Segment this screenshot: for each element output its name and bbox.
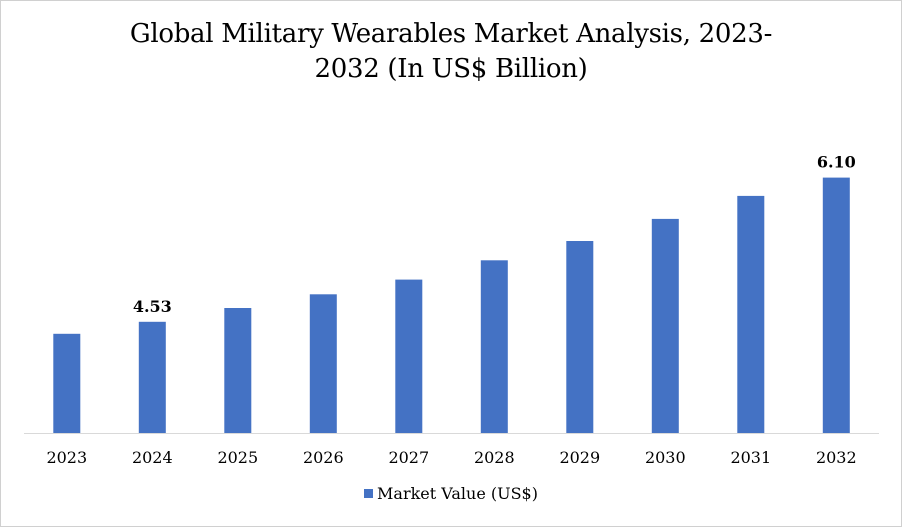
bar-2030 [651, 218, 679, 433]
data-label-2032: 6.10 [817, 153, 856, 172]
bar-2026 [309, 294, 337, 433]
x-tick-label-2032: 2032 [816, 448, 857, 467]
legend-label: Market Value (US$) [377, 484, 538, 503]
bar-2029 [566, 241, 594, 433]
x-tick-label-2029: 2029 [559, 448, 600, 467]
chart-legend: Market Value (US$) [0, 484, 902, 503]
x-tick-label-2027: 2027 [388, 448, 429, 467]
chart-title-line-2: 2032 (In US$ Billion) [314, 54, 588, 84]
x-tick-label-2025: 2025 [217, 448, 258, 467]
x-tick-label-2024: 2024 [132, 448, 173, 467]
bar-2025 [224, 308, 252, 433]
bar-2024 [138, 321, 166, 433]
bar-2028 [480, 260, 508, 433]
chart-title: Global Military Wearables Market Analysi… [0, 17, 902, 87]
x-tick-label-2026: 2026 [303, 448, 344, 467]
legend-swatch [364, 489, 374, 498]
bar-2023 [53, 333, 81, 433]
bar-2027 [395, 279, 423, 433]
bar-2031 [737, 195, 765, 433]
x-tick-label-2023: 2023 [46, 448, 87, 467]
x-tick-label-2030: 2030 [645, 448, 686, 467]
x-tick-label-2028: 2028 [474, 448, 515, 467]
data-label-2024: 4.53 [133, 297, 172, 316]
bar-2032 [822, 177, 850, 433]
x-tick-label-2031: 2031 [730, 448, 771, 467]
chart-title-line-1: Global Military Wearables Market Analysi… [129, 19, 773, 49]
